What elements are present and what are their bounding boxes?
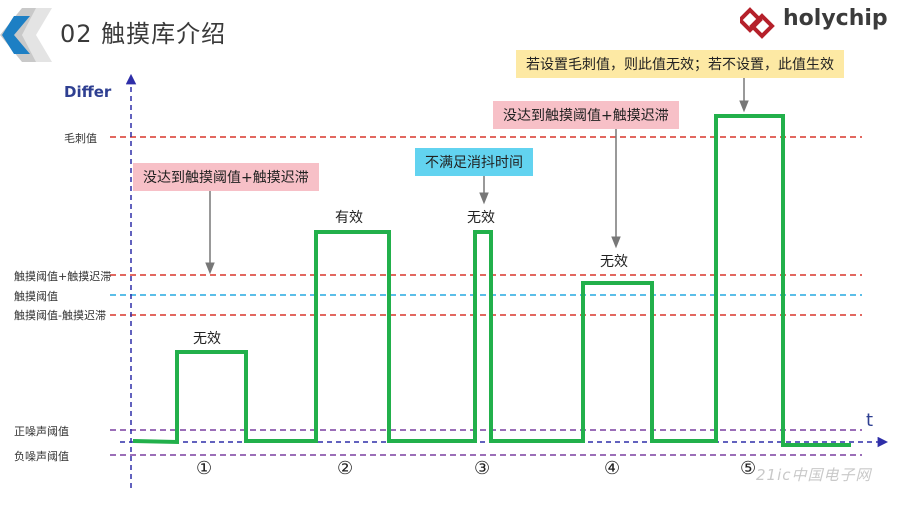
upper-threshold-label: 触摸阈值+触摸迟滞 (14, 270, 112, 283)
threshold-label: 触摸阈值 (14, 290, 58, 303)
state-label-2: 有效 (335, 210, 363, 226)
page-title: 02 触摸库介绍 (60, 20, 227, 48)
marker-1: ① (196, 458, 213, 479)
marker-4: ④ (604, 458, 621, 479)
annotation-note-1: 没达到触摸阈值+触摸迟滞 (133, 163, 319, 191)
holychip-logo-icon (740, 7, 775, 39)
state-label-3: 无效 (467, 210, 495, 226)
positive-noise-label: 正噪声阈值 (14, 425, 69, 438)
state-label-4: 无效 (600, 254, 628, 270)
marker-2: ② (337, 458, 354, 479)
marker-5: ⑤ (740, 458, 757, 479)
brand-name: holychip (783, 6, 888, 31)
state-label-1: 无效 (193, 331, 221, 347)
x-axis-label: t (866, 410, 874, 431)
y-axis-label: Differ (64, 83, 112, 101)
corner-chevron-icon (0, 8, 52, 62)
annotation-note-4: 若设置毛刺值，则此值无效；若不设置，此值生效 (516, 50, 844, 78)
lower-threshold-label: 触摸阈值-触摸迟滞 (14, 309, 106, 322)
burr-level-label: 毛刺值 (64, 132, 97, 145)
marker-3: ③ (474, 458, 491, 479)
watermark: 21ic中国电子网 (756, 466, 872, 484)
signal-waveform (132, 114, 851, 447)
annotation-note-2: 不满足消抖时间 (415, 148, 533, 176)
negative-noise-label: 负噪声阈值 (14, 450, 69, 463)
annotation-note-3: 没达到触摸阈值+触摸迟滞 (493, 101, 679, 129)
